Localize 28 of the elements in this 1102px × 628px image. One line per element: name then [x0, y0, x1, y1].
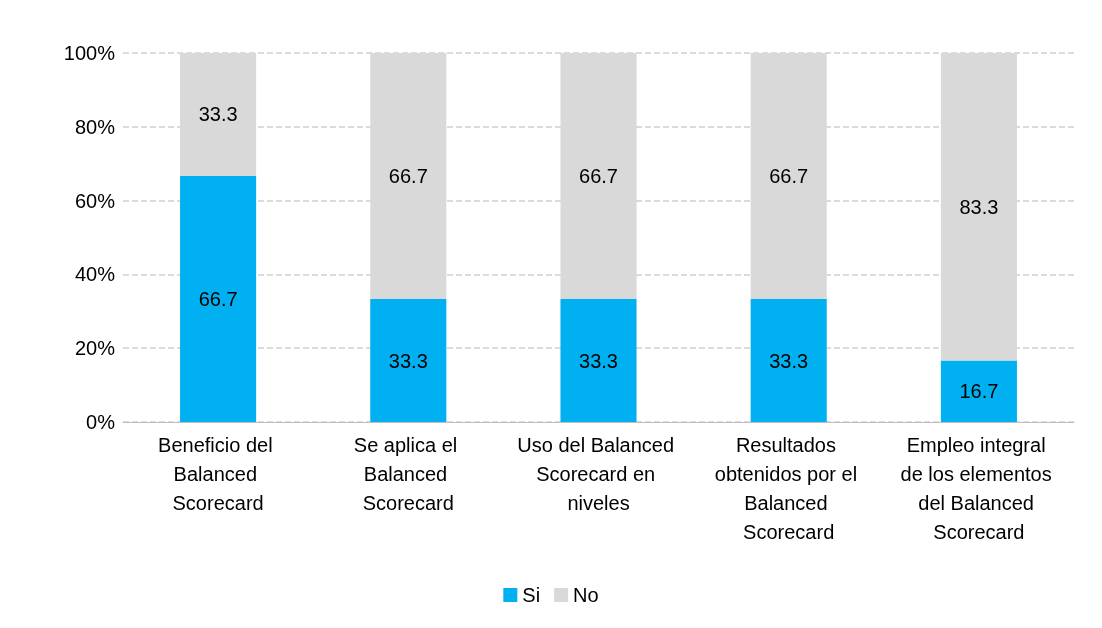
bar	[750, 299, 827, 422]
legend-label: Si	[522, 584, 541, 606]
bar	[370, 299, 447, 422]
data-label: 66.7	[198, 287, 238, 310]
data-label: 66.7	[579, 165, 618, 188]
y-tick-label: 0%	[86, 411, 116, 433]
y-tick-label: 60%	[74, 189, 116, 212]
bar	[560, 299, 637, 422]
data-label: 83.3	[959, 195, 999, 218]
legend-label: No	[573, 584, 599, 606]
data-label: 33.3	[579, 349, 618, 372]
y-tick-label: 40%	[74, 263, 116, 286]
x-tick-label: Uso del Balanced Scorecard en niveles	[517, 433, 680, 514]
x-tick-label: Beneficio del Balanced Scorecard	[158, 433, 279, 514]
data-label: 66.7	[769, 165, 809, 188]
x-tick-label: Se aplica el Balanced Scorecard	[353, 433, 463, 514]
data-label: 66.7	[388, 165, 428, 188]
x-tick-label: Empleo integral de los elementos del Balanced Scorecard	[900, 433, 1058, 543]
data-label: 33.3	[769, 349, 809, 372]
data-label: 16.7	[959, 380, 999, 403]
data-label: 33.3	[198, 103, 238, 126]
y-tick-label: 80%	[74, 115, 116, 138]
y-tick-label: 100%	[63, 42, 116, 64]
bar	[180, 175, 257, 422]
x-tick-label: Resultados obtenidos por el Balanced Scorecard	[714, 433, 863, 543]
data-label: 33.3	[388, 349, 428, 372]
bar	[940, 360, 1017, 422]
y-tick-label: 20%	[74, 337, 116, 360]
